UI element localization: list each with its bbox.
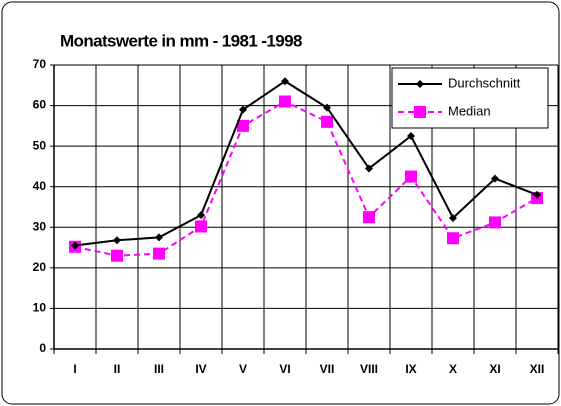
- data-point: [237, 119, 249, 132]
- data-point: [113, 236, 121, 245]
- legend-marker: [414, 106, 426, 118]
- y-tick-label: 30: [33, 219, 47, 233]
- data-point: [491, 174, 499, 183]
- data-point: [71, 241, 79, 250]
- data-point: [447, 232, 459, 245]
- data-point: [279, 95, 291, 108]
- x-tick-label: V: [239, 362, 247, 376]
- data-point: [111, 249, 123, 262]
- series-line: [74, 100, 538, 257]
- legend-label: Median: [448, 103, 491, 118]
- x-tick-label: I: [73, 362, 76, 376]
- x-tick-label: III: [154, 362, 164, 376]
- x-tick-label: IX: [405, 362, 416, 376]
- legend-label: Durchschnitt: [448, 75, 521, 90]
- data-point: [195, 220, 207, 233]
- legend-marker: [416, 80, 424, 88]
- y-tick-label: 60: [33, 98, 47, 112]
- y-tick-label: 20: [33, 260, 47, 274]
- y-tick-label: 0: [39, 341, 46, 355]
- data-point: [363, 211, 375, 224]
- x-tick-label: II: [114, 362, 121, 376]
- data-point: [407, 132, 415, 140]
- data-point: [281, 77, 289, 86]
- x-tick-label: VIII: [360, 362, 378, 376]
- x-tick-label: IV: [195, 362, 206, 376]
- y-tick-label: 10: [33, 301, 47, 315]
- data-point: [153, 247, 165, 260]
- y-tick-label: 50: [33, 138, 47, 152]
- x-tick-label: XI: [489, 362, 500, 376]
- data-point: [449, 213, 457, 222]
- y-tick-label: 40: [33, 179, 47, 193]
- data-point: [155, 233, 163, 242]
- data-point: [197, 211, 205, 220]
- data-point: [533, 190, 541, 199]
- x-tick-label: XII: [530, 362, 545, 376]
- data-point: [323, 103, 331, 112]
- x-tick-label: VII: [320, 362, 335, 376]
- data-point: [365, 164, 373, 173]
- data-point: [405, 170, 417, 183]
- chart-title: Monatswerte in mm - 1981 -1998: [60, 31, 302, 50]
- data-point: [489, 216, 501, 229]
- series-line: [74, 80, 538, 247]
- data-point: [239, 105, 247, 114]
- x-tick-label: X: [449, 362, 457, 376]
- data-point: [321, 115, 333, 128]
- y-tick-label: 70: [33, 57, 47, 71]
- x-tick-label: VI: [279, 362, 290, 376]
